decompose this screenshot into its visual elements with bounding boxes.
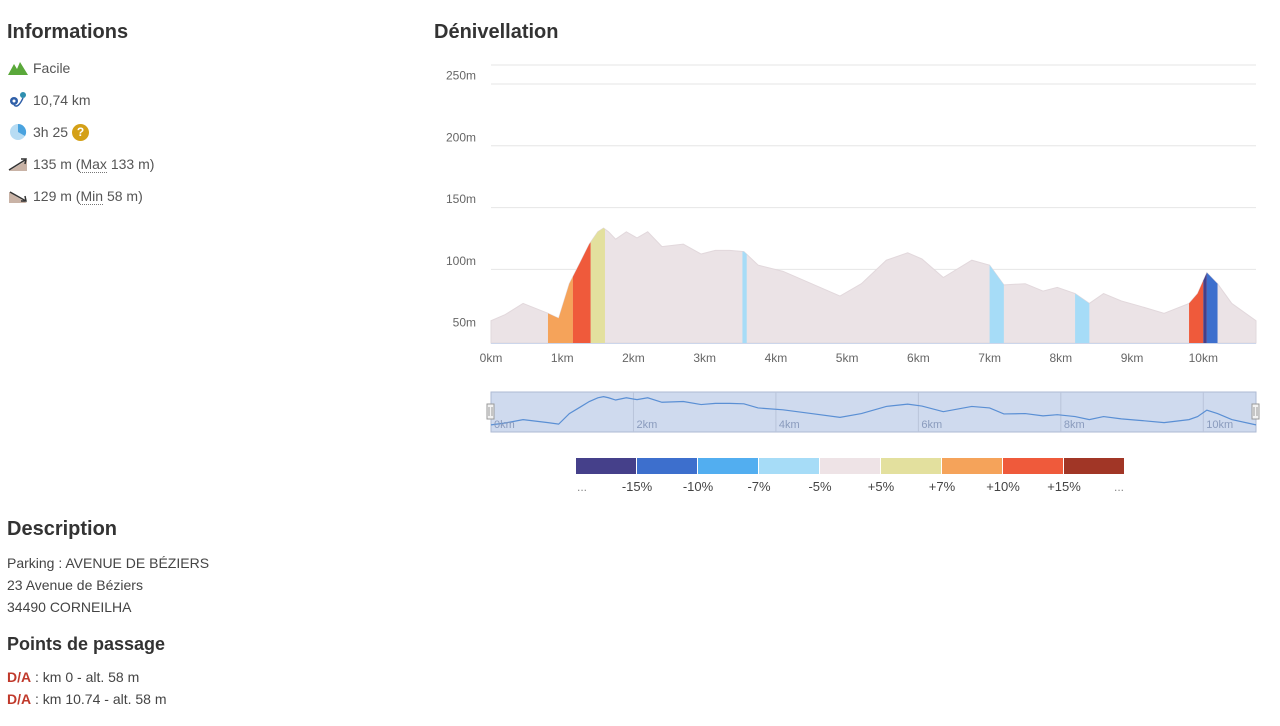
- difficulty-value: Facile: [33, 60, 71, 76]
- slope-segment: [1075, 293, 1090, 343]
- legend-swatch: [698, 458, 758, 474]
- legend-swatch: [576, 458, 636, 474]
- legend-swatch: [1064, 458, 1124, 474]
- slope-segment: [1189, 280, 1204, 343]
- legend-edge-label: ...: [1114, 480, 1124, 494]
- navigator-label: 4km: [779, 419, 800, 431]
- mountain-icon: [7, 58, 29, 78]
- slope-segment: [989, 265, 1004, 343]
- navigator-label: 10km: [1206, 419, 1233, 431]
- help-icon[interactable]: ?: [72, 123, 90, 141]
- navigator-label: 0km: [494, 419, 515, 431]
- waypoints-title: Points de passage: [7, 634, 166, 654]
- range-navigator: [490, 391, 1257, 433]
- description-line: 34490 CORNEILHA: [7, 599, 132, 615]
- x-tick-label: 6km: [907, 351, 930, 365]
- legend-label: +5%: [868, 479, 895, 494]
- x-tick-label: 1km: [551, 351, 574, 365]
- distance-value: 10,74 km: [33, 92, 91, 108]
- legend-label: +15%: [1047, 479, 1081, 494]
- descent-value: 129 m: [33, 188, 72, 204]
- descent-min-label: Min: [80, 187, 104, 205]
- chart-title: Dénivellation: [434, 21, 559, 43]
- navigator-handle[interactable]: [486, 403, 495, 420]
- x-tick-label: 10km: [1189, 351, 1218, 365]
- ascent-max-label: Max: [80, 155, 107, 173]
- x-tick-label: 3km: [693, 351, 716, 365]
- legend-swatch: [820, 458, 880, 474]
- clock-icon: [7, 122, 29, 142]
- route-distance-icon: [7, 90, 29, 110]
- slope-segment: [547, 276, 573, 343]
- legend-swatch: [759, 458, 819, 474]
- x-tick-label: 8km: [1049, 351, 1072, 365]
- info-title: Informations: [7, 21, 129, 43]
- waypoint-item[interactable]: D/A : km 0 - alt. 58 m: [7, 669, 139, 685]
- slope-segment: [572, 242, 591, 343]
- ascent-row: 135 m ( Max 133 m ): [7, 153, 154, 175]
- x-tick-label: 7km: [978, 351, 1001, 365]
- waypoint-text: : km 10.74 - alt. 58 m: [31, 691, 167, 707]
- waypoint-item[interactable]: D/A : km 10.74 - alt. 58 m: [7, 691, 167, 707]
- slope-segment: [1203, 272, 1207, 343]
- legend-label: -5%: [808, 479, 832, 494]
- slope-segment: [742, 251, 747, 343]
- ascent-icon: [7, 154, 29, 174]
- x-tick-label: 0km: [480, 351, 503, 365]
- legend-swatch: [942, 458, 1002, 474]
- y-tick-label: 200m: [446, 130, 476, 144]
- y-tick-label: 250m: [446, 69, 476, 83]
- description-line: 23 Avenue de Béziers: [7, 577, 143, 593]
- description-line: Parking : AVENUE DE BÉZIERS: [7, 555, 210, 571]
- ascent-value: 135 m: [33, 156, 72, 172]
- legend-swatch: [637, 458, 697, 474]
- elevation-area: [490, 227, 1257, 344]
- duration-value: 3h 25: [33, 124, 69, 140]
- legend-label: -10%: [683, 479, 714, 494]
- legend-swatch: [881, 458, 941, 474]
- waypoint-text: : km 0 - alt. 58 m: [31, 669, 140, 685]
- legend-label: -7%: [747, 479, 771, 494]
- waypoint-tag: D/A: [7, 669, 32, 685]
- slope-segment: [1206, 272, 1218, 343]
- legend-label: +7%: [929, 479, 956, 494]
- navigator-label: 6km: [921, 419, 942, 431]
- navigator-label: 2km: [636, 419, 657, 431]
- legend-swatch: [1003, 458, 1063, 474]
- y-tick-label: 50m: [453, 316, 476, 330]
- y-tick-label: 150m: [446, 192, 476, 206]
- x-tick-label: 2km: [622, 351, 645, 365]
- description-title: Description: [7, 518, 118, 540]
- ascent-max-value: 133 m: [110, 156, 150, 172]
- descent-row: 129 m ( Min 58 m ): [7, 185, 143, 207]
- slope-segment: [590, 228, 605, 343]
- x-tick-label: 5km: [836, 351, 859, 365]
- difficulty-row: Facile: [7, 57, 70, 79]
- y-tick-label: 100m: [446, 254, 476, 268]
- waypoint-tag: D/A: [7, 691, 32, 707]
- distance-row: 10,74 km: [7, 89, 91, 111]
- duration-row: 3h 25 ?: [7, 121, 90, 143]
- x-tick-label: 4km: [765, 351, 788, 365]
- navigator-label: 8km: [1064, 419, 1085, 431]
- descent-min-value: 58 m: [106, 188, 139, 204]
- navigator-handle[interactable]: [1251, 403, 1260, 420]
- legend-edge-label: ...: [577, 480, 587, 494]
- legend-label: +10%: [986, 479, 1020, 494]
- descent-icon: [7, 186, 29, 206]
- navigator-series-line: [490, 396, 1257, 426]
- legend-label: -15%: [622, 479, 653, 494]
- x-tick-label: 9km: [1121, 351, 1144, 365]
